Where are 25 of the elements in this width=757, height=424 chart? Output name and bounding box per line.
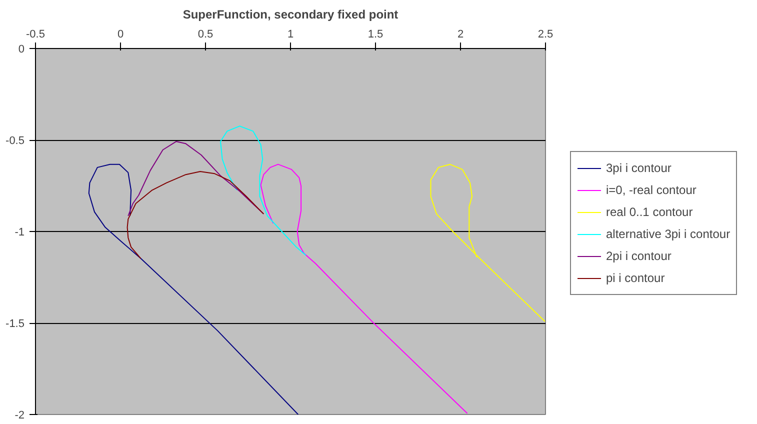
- line-series: [126, 170, 264, 259]
- y-tick-label: -0.5: [6, 135, 25, 147]
- legend-label: alternative 3pi i contour: [606, 227, 730, 241]
- y-tick-label: -2: [14, 410, 24, 422]
- line-series: [260, 164, 468, 414]
- x-tick-label: -0.5: [26, 28, 45, 40]
- legend-label: i=0, -real contour: [606, 183, 696, 197]
- x-tick-label: 0.5: [198, 28, 214, 40]
- x-tick-label: 1: [287, 28, 294, 40]
- x-tick-label: 2.5: [538, 28, 554, 40]
- legend-label: 2pi i contour: [606, 249, 672, 263]
- line-series: [220, 126, 306, 256]
- x-tick-label: 1.5: [368, 28, 384, 40]
- legend-label: 3pi i contour: [606, 161, 672, 175]
- legend-label: pi i contour: [606, 271, 665, 285]
- legend-label: real 0..1 contour: [606, 205, 693, 219]
- y-tick-label: -1.5: [6, 318, 25, 330]
- x-tick-label: 0: [117, 28, 124, 40]
- y-tick-label: -1: [14, 226, 24, 238]
- chart-title: SuperFunction, secondary fixed point: [182, 8, 398, 22]
- line-series: [128, 140, 264, 216]
- line-series: [430, 164, 546, 322]
- y-tick-label: 0: [18, 44, 25, 56]
- x-tick-label: 2: [457, 28, 464, 40]
- line-series: [88, 164, 299, 414]
